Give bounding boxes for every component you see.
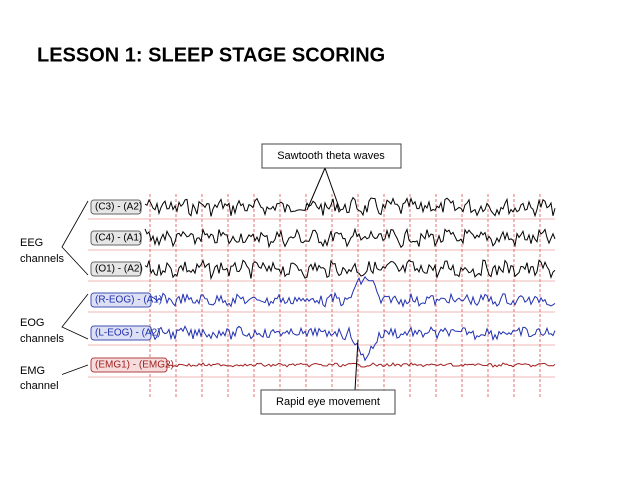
- channel-label: (L-EOG) - (A2): [95, 328, 161, 339]
- group-label: channels: [20, 253, 65, 265]
- channel-label-box: [90, 261, 142, 277]
- channel-label-box: [90, 325, 152, 341]
- channel-label: (C3) - (A2): [95, 202, 142, 213]
- waveform: [144, 196, 556, 218]
- channel-label: (C4) - (A1): [95, 233, 142, 244]
- callout-text: Rapid eye movement: [276, 396, 380, 408]
- callout-box: [261, 143, 402, 169]
- group-bracket: [61, 293, 89, 340]
- callout-arrow: [306, 167, 326, 211]
- callout-box: [260, 389, 396, 415]
- group-labels: EEG channels EOG channels EMG channel: [20, 200, 89, 392]
- waveform: [144, 325, 556, 362]
- channel-label: (R-EOG) - (A1): [95, 295, 162, 306]
- channel-label: (O1) - (A2): [95, 264, 143, 275]
- group-bracket: [61, 364, 89, 375]
- waveforms: [144, 196, 556, 368]
- waveform: [144, 227, 556, 249]
- group-label: EOG: [20, 317, 44, 329]
- channel-label-box: [90, 230, 142, 246]
- group-label: EEG: [20, 237, 43, 249]
- group-bracket: [61, 200, 89, 276]
- group-label: channel: [20, 380, 59, 392]
- callout-arrow: [354, 339, 359, 391]
- channel-label-box: [90, 292, 152, 308]
- waveform: [144, 362, 556, 368]
- callout-text: Sawtooth theta waves: [277, 150, 385, 162]
- callout-arrow: [324, 167, 341, 211]
- channel-label-box: [90, 357, 168, 373]
- group-label: channels: [20, 333, 65, 345]
- waveform: [144, 259, 556, 281]
- channel-label-box: [90, 199, 142, 215]
- channel-label: (EMG1) - (EMG2): [95, 360, 174, 371]
- title: LESSON 1: SLEEP STAGE SCORING: [37, 44, 385, 66]
- waveform: [144, 276, 556, 308]
- channel-labels: (C3) - (A2) (C4) - (A1) (O1) - (A2) (R-EOG)…: [90, 199, 174, 373]
- group-label: EMG: [20, 365, 45, 377]
